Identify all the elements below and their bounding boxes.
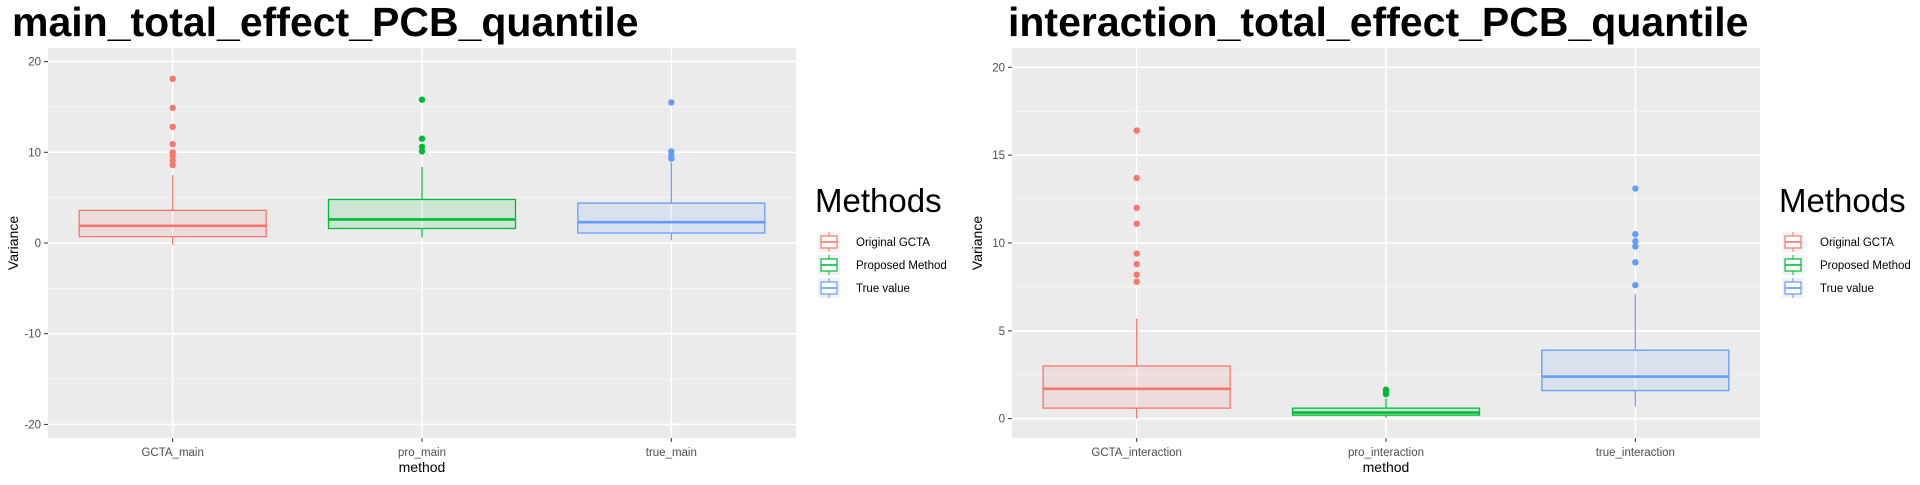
boxplot xyxy=(1291,386,1481,418)
chart-panel-interaction: interaction_total_effect_PCB_quantile 20… xyxy=(969,0,1911,475)
legend-entry-label: True value xyxy=(856,283,910,295)
y-tick-label: 10 xyxy=(28,147,41,159)
outlier-point xyxy=(1632,243,1639,250)
legend-entry-label: Proposed Method xyxy=(1820,260,1911,272)
outlier-point xyxy=(169,75,176,83)
outlier-point xyxy=(418,96,426,103)
outlier-point xyxy=(418,143,426,151)
x-tick-label: GCTA_main xyxy=(141,447,203,459)
x-axis-label: method xyxy=(399,459,446,475)
outlier-point xyxy=(169,152,176,160)
outlier-point xyxy=(1382,390,1390,398)
box-marks xyxy=(1042,127,1730,419)
legend-key xyxy=(818,278,840,298)
legend-key xyxy=(1782,232,1804,252)
box-iqr xyxy=(577,202,766,234)
outlier-point xyxy=(1632,185,1639,192)
outlier-point xyxy=(1133,271,1140,278)
outlier-point xyxy=(418,148,426,155)
outlier-point xyxy=(1133,174,1140,182)
legend-key xyxy=(818,255,840,275)
legend: Methods Original GCTA Proposed Method True… xyxy=(815,182,947,298)
box-iqr xyxy=(78,209,267,238)
legend-title: Methods xyxy=(1779,182,1906,219)
y-axis-label: Variance xyxy=(5,216,21,270)
y-tick-label: 15 xyxy=(992,150,1005,162)
outlier-point xyxy=(1133,220,1140,227)
outlier-point xyxy=(1632,231,1639,238)
outlier-point xyxy=(1632,281,1639,289)
outlier-point xyxy=(668,99,675,106)
outlier-point xyxy=(169,104,176,112)
boxplot xyxy=(1042,127,1231,419)
chart-title: interaction_total_effect_PCB_quantile xyxy=(1008,0,1748,45)
boxplot xyxy=(327,96,517,238)
outlier-point xyxy=(668,155,675,162)
chart-panel-main: main_total_effect_PCB_quantile 20 10 0 -10 -… xyxy=(5,0,947,475)
legend: Methods Original GCTA Proposed Method True… xyxy=(1779,182,1911,298)
x-tick-label: GCTA_interaction xyxy=(1091,447,1182,459)
legend-key xyxy=(1782,278,1804,298)
legend-entries: Original GCTA Proposed Method True value xyxy=(1782,232,1911,298)
boxplot xyxy=(1541,185,1730,407)
boxplot xyxy=(577,99,766,241)
legend-entry-label: Proposed Method xyxy=(856,260,947,272)
legend-title: Methods xyxy=(815,182,942,219)
y-tick-label: 0 xyxy=(35,238,41,250)
x-tick-label: pro_main xyxy=(398,447,446,459)
x-tick-label: true_main xyxy=(646,447,697,459)
outlier-point xyxy=(169,140,176,148)
box-marks xyxy=(78,75,766,245)
outlier-point xyxy=(169,123,176,131)
outlier-point xyxy=(418,135,426,142)
legend-key xyxy=(1782,255,1804,275)
outlier-point xyxy=(1133,204,1140,212)
outlier-point xyxy=(1133,260,1140,268)
y-axis-ticks: 20 10 0 -10 -20 xyxy=(24,57,48,431)
outlier-point xyxy=(1632,238,1639,245)
x-tick-label: pro_interaction xyxy=(1348,447,1424,459)
legend-entry-label: True value xyxy=(1820,283,1874,295)
y-tick-label: 20 xyxy=(992,62,1005,74)
legend-entries: Original GCTA Proposed Method True value xyxy=(818,232,947,298)
x-tick-label: true_interaction xyxy=(1596,447,1675,459)
box-iqr xyxy=(1042,365,1231,409)
y-axis-label: Variance xyxy=(969,216,985,270)
boxplot xyxy=(78,75,267,245)
x-axis-ticks: GCTA_main pro_main true_main xyxy=(141,438,697,459)
outlier-point xyxy=(1632,259,1639,266)
outlier-point xyxy=(169,157,176,164)
y-tick-label: 20 xyxy=(28,57,41,69)
grid-lines xyxy=(48,48,796,438)
outlier-point xyxy=(1133,127,1140,134)
y-tick-label: -10 xyxy=(24,329,41,341)
x-axis-ticks: GCTA_interaction pro_interaction true_inte… xyxy=(1091,438,1675,459)
y-tick-label: 10 xyxy=(992,238,1005,250)
y-tick-label: 0 xyxy=(999,414,1005,426)
outlier-point xyxy=(1133,250,1140,257)
chart-title: main_total_effect_PCB_quantile xyxy=(12,0,639,45)
legend-entry-label: Original GCTA xyxy=(856,237,930,249)
outlier-point xyxy=(169,161,176,169)
box-iqr xyxy=(1541,349,1730,392)
box-iqr xyxy=(327,198,517,230)
legend-key xyxy=(818,232,840,252)
legend-entry-label: Original GCTA xyxy=(1820,237,1894,249)
outlier-point xyxy=(1133,278,1140,285)
x-axis-label: method xyxy=(1363,459,1410,475)
y-axis-ticks: 20 15 10 5 0 xyxy=(992,62,1012,426)
y-tick-label: -20 xyxy=(24,419,41,431)
y-tick-label: 5 xyxy=(999,326,1005,338)
outlier-point xyxy=(668,148,675,155)
